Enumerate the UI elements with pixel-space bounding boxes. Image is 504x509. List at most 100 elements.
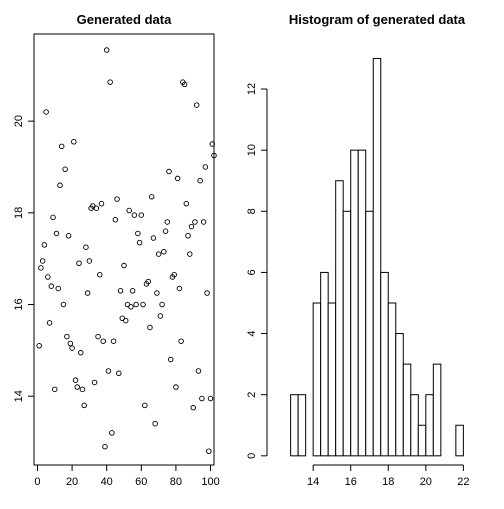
histogram-y-tick-label: 12 (246, 83, 258, 95)
histogram-y-tick-label: 4 (246, 330, 258, 336)
scatter-point (197, 177, 203, 184)
scatter-point (200, 219, 207, 225)
scatter-panel: Generated data 0 20 40 60 80 100 14 16 18 20 (13, 12, 220, 488)
scatter-point (211, 152, 217, 159)
scatter-point (64, 333, 70, 340)
scatter-point (206, 448, 212, 454)
histogram-x-tick-label: 14 (307, 476, 319, 488)
scatter-points (36, 47, 217, 454)
scatter-x-tick-label: 100 (201, 476, 219, 488)
scatter-point (157, 313, 164, 319)
scatter-point (81, 402, 87, 409)
histogram-x-axis: 14 16 18 20 22 (307, 464, 469, 488)
scatter-point (142, 402, 148, 409)
scatter-point (135, 230, 141, 237)
scatter-point (45, 274, 51, 280)
scatter-point (174, 175, 181, 182)
histogram-bar (312, 302, 322, 457)
scatter-point (185, 232, 191, 239)
histogram-bar (402, 363, 412, 457)
histogram-title: Histogram of generated data (289, 12, 466, 27)
scatter-point (109, 430, 115, 436)
histogram-bar (387, 302, 397, 457)
scatter-point (83, 244, 89, 250)
histogram-y-tick-label: 0 (246, 453, 258, 459)
scatter-point (117, 288, 124, 294)
scatter-point (126, 207, 132, 214)
scatter-plot-box (33, 33, 215, 466)
histogram-bars (290, 57, 464, 457)
histogram-x-tick-label: 22 (457, 476, 469, 488)
scatter-point (140, 301, 146, 308)
scatter-point (41, 242, 48, 248)
scatter-x-tick-label: 40 (101, 476, 113, 488)
scatter-point (190, 404, 196, 411)
scatter-title: Generated data (77, 12, 172, 27)
scatter-point (183, 200, 190, 207)
scatter-point (152, 420, 158, 427)
scatter-point (55, 285, 61, 292)
scatter-point (86, 258, 93, 264)
scatter-point (43, 109, 49, 115)
scatter-point (145, 278, 151, 285)
scatter-point (67, 340, 74, 347)
scatter-point (204, 290, 210, 296)
scatter-x-tick-label: 20 (66, 476, 78, 488)
histogram-bar (455, 424, 464, 457)
histogram-bar (432, 363, 442, 457)
histogram-bar (327, 302, 337, 457)
scatter-point (58, 143, 65, 150)
scatter-point (57, 182, 63, 189)
scatter-y-axis: 14 16 18 20 (13, 115, 34, 402)
histogram-bar (297, 394, 307, 457)
scatter-point (193, 102, 200, 108)
scatter-point (131, 212, 138, 218)
scatter-point (147, 324, 153, 331)
scatter-point (192, 219, 198, 225)
scatter-point (95, 333, 101, 340)
scatter-point (38, 265, 44, 271)
scatter-y-tick-label: 18 (13, 207, 25, 219)
histogram-y-axis: 0 2 4 6 8 10 12 (246, 83, 268, 459)
scatter-point (39, 258, 46, 264)
scatter-point (48, 283, 55, 289)
scatter-point (121, 262, 127, 269)
scatter-point (187, 251, 193, 257)
scatter-point (36, 343, 42, 349)
scatter-point (74, 384, 81, 390)
scatter-point (103, 47, 110, 53)
scatter-point (65, 232, 72, 239)
histogram-x-tick-label: 20 (420, 476, 432, 488)
scatter-point (77, 349, 84, 356)
scatter-point (107, 79, 113, 85)
scatter-point (98, 200, 105, 207)
scatter-point (162, 228, 169, 234)
scatter-point (173, 384, 179, 390)
scatter-point (176, 285, 183, 292)
scatter-point (110, 338, 117, 344)
scatter-point (159, 301, 165, 308)
histogram-bar (290, 394, 299, 457)
histogram-y-tick-label: 2 (246, 392, 258, 398)
histogram-bar (342, 210, 352, 457)
scatter-point (71, 138, 77, 145)
scatter-y-tick-label: 16 (13, 298, 25, 310)
histogram-bar (350, 149, 359, 457)
scatter-x-axis: 0 20 40 60 80 100 (34, 464, 220, 488)
histogram-y-tick-label: 8 (246, 208, 258, 214)
scatter-point (91, 379, 98, 386)
scatter-point (148, 194, 155, 200)
histogram-bar (410, 394, 419, 457)
scatter-point (76, 260, 82, 267)
scatter-point (112, 216, 119, 223)
scatter-point (72, 377, 79, 383)
scatter-point (161, 249, 167, 255)
scatter-point (154, 290, 160, 296)
scatter-point (171, 271, 177, 278)
histogram-bar (417, 424, 427, 457)
scatter-point (164, 219, 171, 225)
scatter-point (102, 443, 108, 450)
scatter-point (181, 81, 188, 88)
